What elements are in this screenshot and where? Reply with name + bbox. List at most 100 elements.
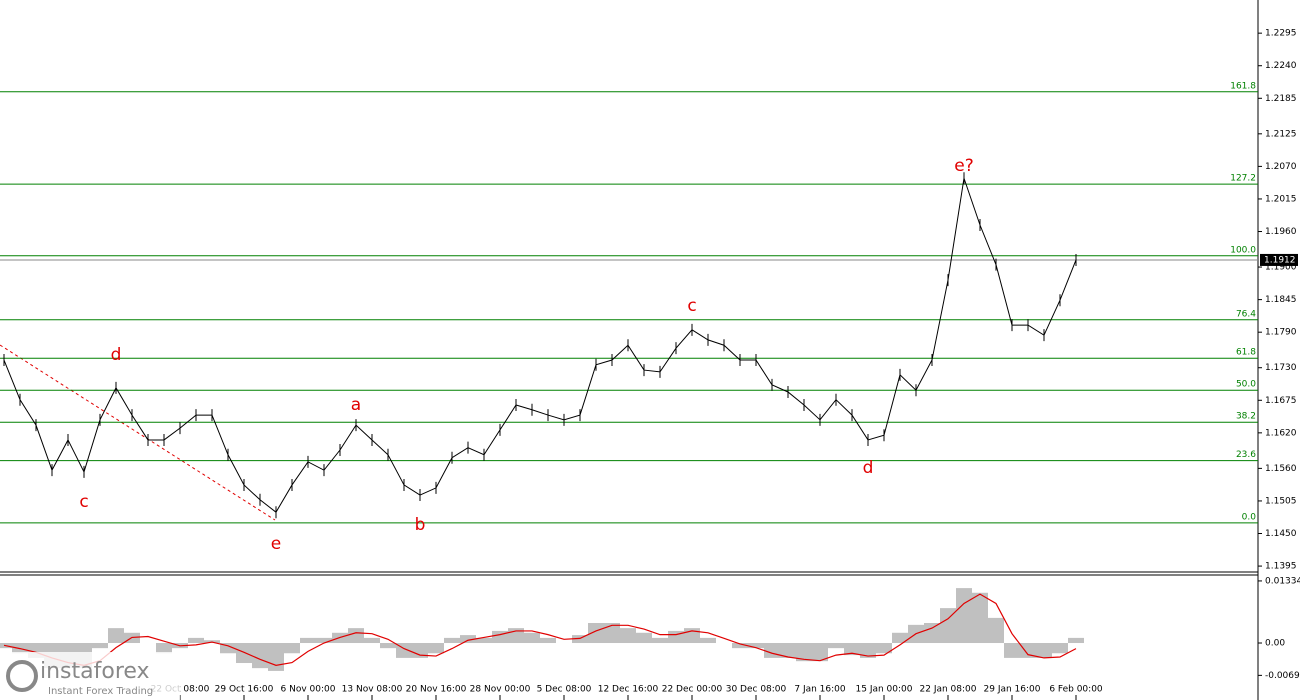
- y-tick-label: 1.2240: [1265, 61, 1297, 71]
- macd-bar: [892, 632, 908, 644]
- macd-bar: [764, 643, 780, 658]
- macd-bar: [956, 588, 972, 644]
- macd-bar: [860, 643, 876, 658]
- y-tick-label: 1.1960: [1265, 227, 1297, 237]
- wave-label: c: [79, 492, 88, 512]
- macd-bar: [924, 623, 940, 644]
- x-tick-label: 6 Feb 00:00: [1049, 685, 1103, 695]
- macd-bar: [828, 643, 844, 649]
- x-tick-label: 15 Jan 00:00: [856, 685, 913, 695]
- x-tick-label: 20 Nov 16:00: [406, 685, 467, 695]
- y-tick-label: 1.1395: [1265, 562, 1297, 572]
- y-tick-label: 1.2295: [1265, 29, 1297, 39]
- macd-bar: [1068, 637, 1084, 644]
- fib-label: 38.2: [1236, 412, 1256, 422]
- y-tick-label: 1.1730: [1265, 363, 1297, 373]
- macd-bar: [1036, 643, 1052, 658]
- macd-bar: [380, 643, 396, 649]
- macd-bar: [444, 637, 460, 644]
- macd-bar: [412, 643, 428, 658]
- logo-tagline: Instant Forex Trading: [48, 686, 153, 697]
- wave-label: e: [271, 534, 281, 554]
- y-tick-label: 1.2125: [1265, 129, 1297, 139]
- y-tick-label: 0.01334: [1265, 576, 1300, 586]
- macd-bar: [348, 628, 364, 644]
- wave-label: c: [687, 296, 696, 316]
- y-tick-label: 1.2185: [1265, 94, 1297, 104]
- macd-bar: [364, 637, 380, 644]
- y-tick-label: 1.1845: [1265, 295, 1297, 305]
- wave-label: b: [415, 515, 426, 535]
- macd-bar: [156, 643, 172, 654]
- macd-bar: [988, 617, 1004, 644]
- y-tick-label: 1.1505: [1265, 496, 1297, 506]
- macd-bar: [476, 637, 492, 644]
- wave-label: d: [111, 345, 122, 365]
- fib-label: 0.0: [1242, 512, 1257, 522]
- macd-bar: [876, 643, 892, 654]
- fib-label: 100.0: [1230, 245, 1256, 255]
- x-tick-label: 13 Nov 08:00: [342, 685, 403, 695]
- wave-label: e?: [954, 156, 973, 176]
- macd-bar: [940, 608, 956, 644]
- logo-name: instaforex: [40, 659, 150, 684]
- macd-bar: [1052, 643, 1068, 654]
- x-tick-label: 6 Nov 00:00: [281, 685, 336, 695]
- macd-bar: [252, 643, 268, 669]
- last-price-label: 1.1912: [1264, 255, 1296, 265]
- macd-bar: [844, 643, 860, 656]
- macd-bar: [220, 643, 236, 654]
- macd-bar: [572, 635, 588, 644]
- x-tick-label: 22 Dec 00:00: [662, 685, 723, 695]
- y-tick-label: -0.00695: [1265, 671, 1300, 681]
- price-line: [3, 178, 1077, 513]
- macd-bar: [812, 643, 828, 662]
- macd-bar: [700, 637, 716, 644]
- x-tick-label: 28 Nov 00:00: [470, 685, 531, 695]
- macd-bar: [1020, 643, 1036, 658]
- x-tick-label: 22 Jan 08:00: [920, 685, 977, 695]
- trend-line: [0, 344, 276, 521]
- y-tick-label: 1.1560: [1265, 464, 1297, 474]
- macd-bar: [588, 623, 604, 644]
- x-tick-label: 29 Oct 16:00: [215, 685, 274, 695]
- macd-bar: [652, 637, 668, 644]
- macd-bar: [636, 632, 652, 644]
- last-price-box: [1260, 253, 1298, 266]
- x-tick-label: 7 Jan 16:00: [794, 685, 846, 695]
- fib-label: 127.2: [1230, 174, 1256, 184]
- macd-bar: [796, 643, 812, 662]
- fib-label: 23.6: [1236, 450, 1256, 460]
- macd-bar: [972, 592, 988, 644]
- y-tick-label: 1.1675: [1265, 396, 1297, 406]
- macd-bar: [268, 643, 284, 671]
- macd-bar: [732, 643, 748, 649]
- x-tick-label: 22 Oct 08:00: [151, 685, 210, 695]
- macd-bar: [1004, 643, 1020, 658]
- fib-label: 76.4: [1236, 309, 1256, 319]
- macd-bar: [748, 643, 764, 649]
- macd-bar: [92, 643, 108, 649]
- macd-bar: [284, 643, 300, 654]
- y-tick-label: 1.1450: [1265, 529, 1297, 539]
- y-tick-label: 1.1790: [1265, 328, 1297, 338]
- fib-label: 61.8: [1236, 348, 1256, 358]
- macd-bar: [316, 637, 332, 644]
- macd-bar: [236, 643, 252, 664]
- macd-bar: [604, 623, 620, 644]
- macd-bar: [540, 637, 556, 644]
- y-tick-label: 1.1620: [1265, 428, 1297, 438]
- signal-line: [3, 593, 1077, 666]
- y-tick-label: 1.2015: [1265, 194, 1297, 204]
- macd-bar: [780, 643, 796, 658]
- macd-bar: [620, 628, 636, 644]
- y-tick-label: 1.1900: [1265, 263, 1297, 273]
- macd-bar: [300, 637, 316, 644]
- x-tick-label: 5 Dec 08:00: [537, 685, 592, 695]
- macd-bar: [460, 635, 476, 644]
- x-tick-label: 29 Jan 16:00: [984, 685, 1041, 695]
- macd-bar: [108, 628, 124, 644]
